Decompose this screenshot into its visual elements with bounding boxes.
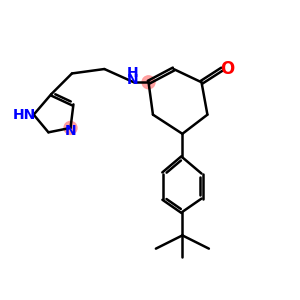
Text: O: O	[220, 60, 235, 78]
Text: N: N	[65, 124, 76, 138]
Circle shape	[64, 122, 77, 134]
Text: H: H	[127, 66, 138, 80]
Text: HN: HN	[13, 108, 36, 122]
Circle shape	[142, 76, 155, 89]
Text: N: N	[127, 73, 138, 87]
